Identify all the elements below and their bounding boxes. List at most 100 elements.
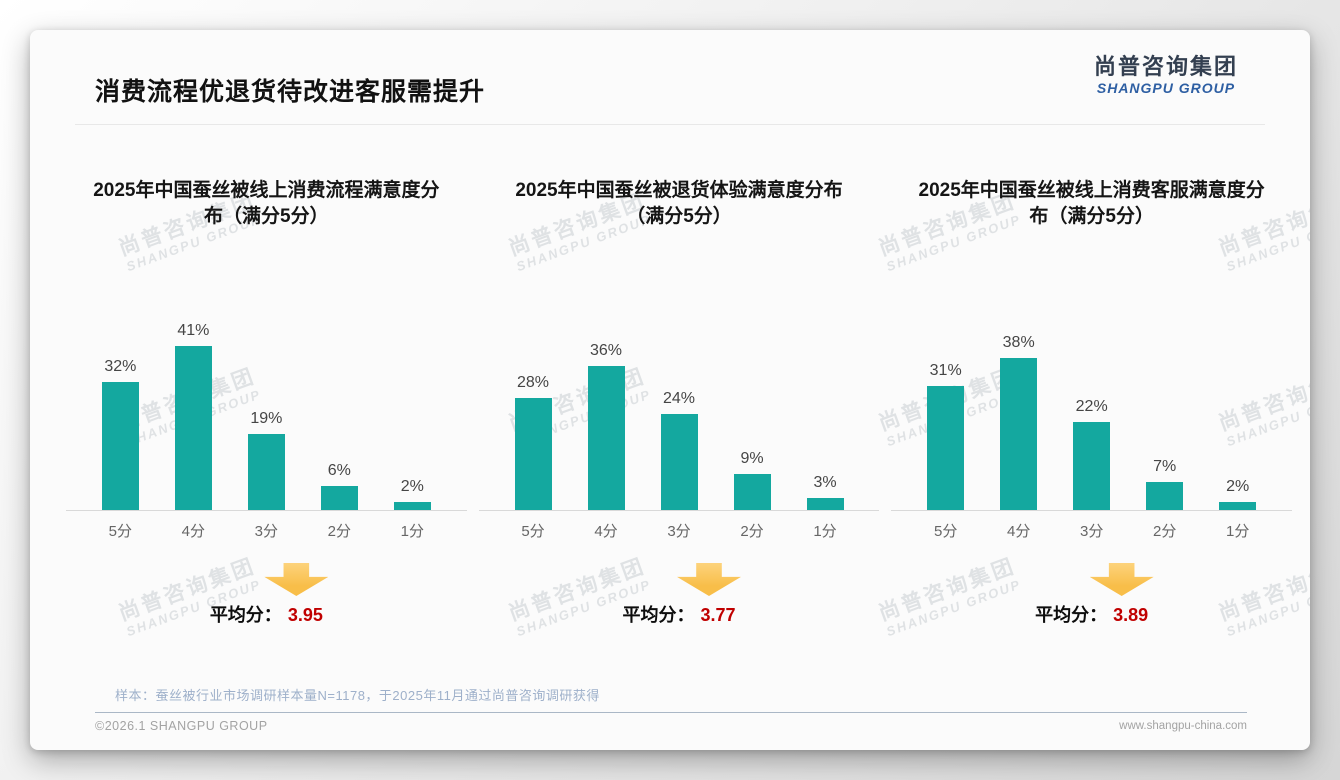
x-axis-line <box>891 510 1293 511</box>
bar-group: 38% <box>982 334 1055 510</box>
average-score-row: 平均分： 3.95 <box>60 601 473 627</box>
bar-value-label: 22% <box>1075 398 1108 415</box>
bar <box>514 398 552 510</box>
bar <box>101 382 139 510</box>
bar-group: 41% <box>157 322 230 510</box>
down-arrow-icon <box>264 563 329 596</box>
sample-footnote: 样本：蚕丝被行业市场调研样本量N=1178，于2025年11月通过尚普咨询调研获… <box>115 688 600 703</box>
bar-group: 7% <box>1128 458 1201 510</box>
average-label: 平均分： <box>209 605 282 625</box>
bar <box>927 386 965 510</box>
slide-card: 尚普咨询集团 SHANGPU GROUP 尚普咨询集团 SHANGPU GROUP 尚普… <box>30 30 1310 750</box>
axis-tick-label: 3分 <box>1080 523 1104 540</box>
average-score-row: 平均分： 3.77 <box>473 601 886 627</box>
bar-group: 22% <box>1055 398 1128 510</box>
website-text: www.shangpu-china.com <box>1119 720 1247 732</box>
average-label: 平均分： <box>622 605 695 625</box>
average-label: 平均分： <box>1035 605 1108 625</box>
chart-title: 2025年中国蚕丝被退货体验满意度分布（满分5分） <box>515 180 843 227</box>
axis-tick-label: 4分 <box>181 523 205 540</box>
bar-value-label: 41% <box>177 322 210 339</box>
bar <box>806 498 844 510</box>
bar-group: 19% <box>230 410 303 510</box>
bar <box>733 474 771 510</box>
bar-value-label: 7% <box>1153 458 1177 475</box>
axis-tick-label: 1分 <box>400 523 424 540</box>
average-score-row: 平均分： 3.89 <box>885 601 1298 627</box>
chart-title: 2025年中国蚕丝被线上消费流程满意度分布（满分5分） <box>93 180 440 227</box>
down-arrow-icon <box>1089 563 1154 596</box>
axis-tick-label: 1分 <box>813 523 837 540</box>
axis-tick-label: 5分 <box>934 523 958 540</box>
bar-group: 2% <box>376 478 449 510</box>
header-divider <box>75 124 1265 125</box>
footer-divider <box>95 712 1247 713</box>
footer-row: ©2026.1 SHANGPU GROUP www.shangpu-china.… <box>95 719 1247 733</box>
bar <box>1219 502 1257 510</box>
axis-tick-label: 4分 <box>594 523 618 540</box>
copyright-text: ©2026.1 SHANGPU GROUP <box>95 719 268 733</box>
x-axis-ticks: 5分 4分 3分 2分 1分 <box>473 511 886 541</box>
bar-group: 9% <box>716 450 789 510</box>
bar-value-label: 2% <box>1226 478 1250 495</box>
bar <box>587 366 625 510</box>
bar <box>1000 358 1038 510</box>
axis-tick-label: 2分 <box>327 523 351 540</box>
bar-value-label: 19% <box>250 410 283 427</box>
bar-plot: 31% 38% 22% 7% 2% <box>885 276 1298 510</box>
bar-value-label: 32% <box>104 358 137 375</box>
bar-group: 31% <box>909 362 982 510</box>
average-value: 3.89 <box>1113 605 1149 625</box>
bar <box>393 502 431 510</box>
bar <box>660 414 698 510</box>
bar-group: 36% <box>570 342 643 510</box>
axis-tick-label: 4分 <box>1007 523 1031 540</box>
bar-group: 6% <box>303 462 376 510</box>
bar-group: 28% <box>497 374 570 510</box>
bar-value-label: 2% <box>400 478 424 495</box>
bar-plot: 28% 36% 24% 9% 3% <box>473 276 886 510</box>
charts-row: 2025年中国蚕丝被线上消费流程满意度分布（满分5分） 32% 41% 19% 6% 2… <box>60 178 1298 627</box>
logo-chinese-text: 尚普咨询集团 <box>1093 54 1238 79</box>
bar-value-label: 36% <box>589 342 623 359</box>
chart-service-satisfaction: 2025年中国蚕丝被线上消费客服满意度分布（满分5分） 31% 38% 22% 7% 2… <box>885 178 1298 627</box>
average-value: 3.77 <box>700 605 736 625</box>
bar-group: 3% <box>789 474 862 510</box>
bar-value-label: 31% <box>929 362 962 379</box>
bar <box>320 486 358 510</box>
bar-value-label: 6% <box>327 462 351 479</box>
axis-tick-label: 3分 <box>667 523 691 540</box>
bar-group: 2% <box>1201 478 1274 510</box>
axis-tick-label: 1分 <box>1226 523 1250 540</box>
bar-value-label: 28% <box>516 374 550 391</box>
company-logo: 尚普咨询集团 SHANGPU GROUP <box>1094 54 1238 97</box>
x-axis-ticks: 5分 4分 3分 2分 1分 <box>60 511 473 541</box>
bar-value-label: 38% <box>1002 334 1035 351</box>
down-arrow-icon <box>677 563 741 596</box>
bar-value-label: 3% <box>813 474 837 491</box>
x-axis-line <box>478 510 880 511</box>
bar <box>174 346 212 510</box>
axis-tick-label: 5分 <box>108 523 132 540</box>
x-axis-ticks: 5分 4分 3分 2分 1分 <box>885 511 1298 541</box>
bar-plot: 32% 41% 19% 6% 2% <box>60 276 473 510</box>
page-title: 消费流程优退货待改进客服需提升 <box>95 78 486 106</box>
bar-group: 32% <box>84 358 157 510</box>
logo-english-text: SHANGPU GROUP <box>1096 80 1236 97</box>
slide-content: 消费流程优退货待改进客服需提升 尚普咨询集团 SHANGPU GROUP 202… <box>30 30 1310 750</box>
bar <box>1146 482 1184 510</box>
axis-tick-label: 2分 <box>740 523 764 540</box>
chart-return-satisfaction: 2025年中国蚕丝被退货体验满意度分布（满分5分） 28% 36% 24% 9% 3% … <box>473 178 886 627</box>
bar <box>1073 422 1111 510</box>
bar-value-label: 9% <box>740 450 764 467</box>
axis-tick-label: 3分 <box>254 523 278 540</box>
axis-tick-label: 5分 <box>521 523 545 540</box>
bar-group: 24% <box>643 390 716 510</box>
bar <box>247 434 285 510</box>
average-value: 3.95 <box>287 605 323 625</box>
axis-tick-label: 2分 <box>1153 523 1177 540</box>
chart-flow-satisfaction: 2025年中国蚕丝被线上消费流程满意度分布（满分5分） 32% 41% 19% 6% 2… <box>60 178 473 627</box>
x-axis-line <box>66 510 467 511</box>
bar-value-label: 24% <box>662 390 696 407</box>
chart-title: 2025年中国蚕丝被线上消费客服满意度分布（满分5分） <box>918 180 1265 227</box>
